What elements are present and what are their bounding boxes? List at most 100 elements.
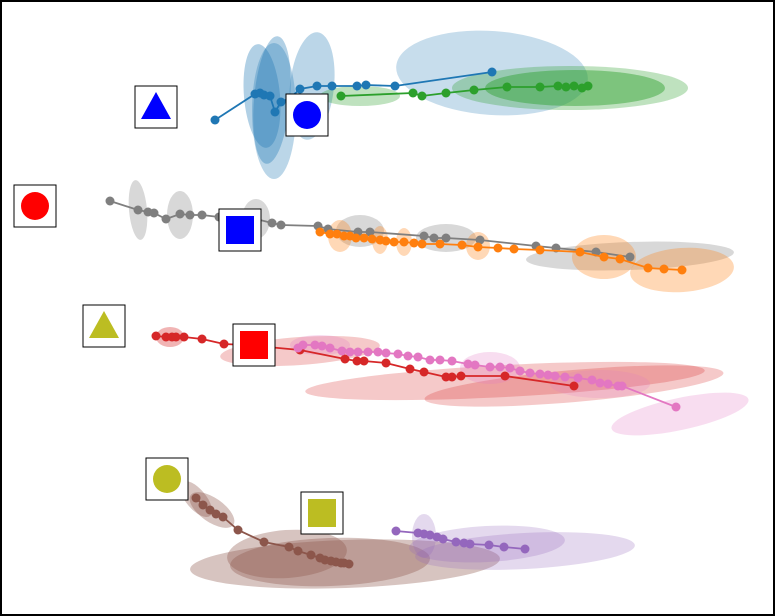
pink-uncertainty-ellipse	[611, 392, 749, 436]
pink-data-point	[535, 369, 545, 379]
orange-data-point	[615, 254, 625, 264]
orange-data-point	[332, 229, 342, 239]
orange-data-point	[351, 233, 361, 243]
pink-data-point	[298, 340, 308, 350]
green-data-point	[583, 81, 593, 91]
orange-series	[315, 227, 687, 275]
trajectory-series	[105, 67, 687, 569]
blue-data-point	[270, 107, 280, 117]
blue-data-point	[352, 81, 362, 91]
pink-data-point	[310, 340, 320, 350]
gray-data-point	[365, 227, 375, 237]
gray-data-point	[267, 218, 277, 228]
orange-data-point	[435, 239, 445, 249]
brown-uncertainty-ellipse	[227, 529, 347, 579]
orange-data-point	[367, 234, 377, 244]
pink-data-point	[337, 346, 347, 356]
goal-markers	[13, 85, 344, 535]
gray-series	[105, 196, 635, 262]
orange-data-point	[315, 227, 325, 237]
purple-data-point	[520, 544, 530, 554]
pure_red-square-marker	[232, 323, 276, 367]
orange-data-point	[359, 233, 369, 243]
pink-data-point	[363, 347, 373, 357]
pink-data-point	[381, 348, 391, 358]
pink-data-point	[603, 379, 613, 389]
brown-data-point	[211, 509, 221, 519]
green-data-point	[553, 81, 563, 91]
gray-data-point	[105, 196, 115, 206]
gray-data-point	[441, 233, 451, 243]
olive-triangle-shape	[89, 311, 119, 338]
orange-data-point	[677, 265, 687, 275]
pink-data-point	[587, 375, 597, 385]
gray-data-point	[429, 233, 439, 243]
pink-data-point	[573, 373, 583, 383]
orange-data-point	[417, 239, 427, 249]
pink-data-point	[435, 355, 445, 365]
pink-data-point	[543, 370, 553, 380]
purple-data-point	[425, 530, 435, 540]
pink-data-point	[671, 402, 681, 412]
red-data-point	[500, 371, 510, 381]
purple-data-point	[465, 539, 475, 549]
red-data-point	[219, 339, 229, 349]
green-data-point	[441, 88, 451, 98]
pink-data-point	[353, 347, 363, 357]
pure_red-circle-marker	[13, 184, 57, 228]
red-data-point	[179, 332, 189, 342]
orange-data-point	[381, 236, 391, 246]
gray-data-point	[185, 210, 195, 220]
brown-data-point	[191, 493, 201, 503]
pure_red-circle-shape	[21, 192, 49, 220]
green-data-point	[336, 91, 346, 101]
pink-data-point	[447, 356, 457, 366]
orange-data-point	[457, 240, 467, 250]
blue-data-point	[327, 81, 337, 91]
red-data-point	[151, 331, 161, 341]
brown-data-point	[233, 525, 243, 535]
red-data-point	[381, 358, 391, 368]
pink-data-point	[317, 341, 327, 351]
brown-data-point	[284, 542, 294, 552]
red-uncertainty-ellipse	[305, 361, 705, 401]
orange-data-point	[643, 263, 653, 273]
olive-triangle-marker	[82, 304, 126, 348]
pink-data-point	[403, 351, 413, 361]
purple-data-point	[438, 534, 448, 544]
brown-series	[191, 493, 354, 569]
green-data-point	[561, 82, 571, 92]
pink-data-point	[515, 366, 525, 376]
red-data-point	[197, 334, 207, 344]
green-data-point	[408, 88, 418, 98]
red-data-point	[447, 372, 457, 382]
pure_blue-triangle-shape	[141, 92, 171, 119]
pink-data-point	[505, 363, 515, 373]
green-data-point	[502, 82, 512, 92]
blue-data-point	[390, 81, 400, 91]
red-data-point	[419, 367, 429, 377]
purple-data-point	[451, 537, 461, 547]
red-data-point	[569, 381, 579, 391]
orange-data-point	[389, 237, 399, 247]
pink-data-point	[373, 347, 383, 357]
brown-data-point	[259, 537, 269, 547]
brown-data-point	[344, 559, 354, 569]
gray-data-point	[175, 209, 185, 219]
purple-data-point	[484, 540, 494, 550]
pink-data-point	[413, 352, 423, 362]
purple-data-point	[391, 526, 401, 536]
pink-data-point	[345, 347, 355, 357]
red-data-point	[340, 354, 350, 364]
pink-data-point	[425, 355, 435, 365]
gray-data-point	[625, 252, 635, 262]
blue-data-point	[487, 67, 497, 77]
olive-square-marker	[300, 491, 344, 535]
blue-data-point	[265, 91, 275, 101]
green-data-point	[469, 85, 479, 95]
orange-data-point	[409, 238, 419, 248]
orange-data-point	[325, 229, 335, 239]
